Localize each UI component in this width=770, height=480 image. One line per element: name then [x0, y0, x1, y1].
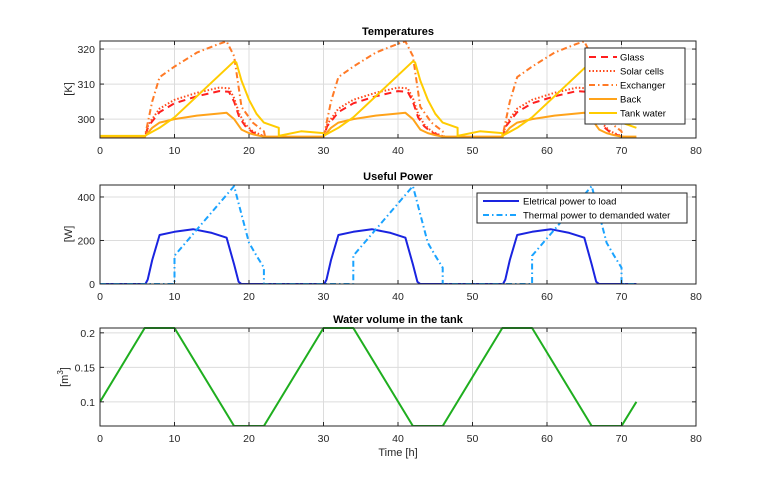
x-tick-label: 10 — [169, 291, 181, 303]
y-tick-label: 0 — [89, 279, 95, 291]
series-line-water-volume — [100, 327, 638, 426]
legend-label: Eletrical power to load — [523, 197, 616, 208]
useful-power-title: Useful Power — [363, 171, 433, 183]
x-tick-label: 40 — [392, 433, 404, 445]
legend-label: Thermal power to demanded water — [523, 211, 670, 222]
x-tick-label: 50 — [467, 291, 479, 303]
x-tick-label: 70 — [616, 291, 628, 303]
useful-power-axes: 0 10 20 30 40 50 60 70 80 0 200 400 Eletrical power … — [77, 184, 702, 303]
x-tick-label: 0 — [97, 145, 103, 157]
series-line-tank-water — [100, 60, 637, 137]
legend-label: Glass — [620, 53, 645, 64]
water-volume-axes: 0 10 20 30 40 50 60 70 80 0.1 0.15 0.2 — [75, 327, 702, 445]
temperatures-title: Temperatures — [362, 26, 434, 38]
series-line-glass — [100, 90, 637, 138]
series-line-thermal-power-to-demanded-water — [100, 185, 637, 284]
series-line-solar-cells — [100, 86, 637, 138]
y-tick-label: 320 — [77, 44, 95, 56]
x-tick-label: 50 — [467, 433, 479, 445]
water-volume-xlabel: Time [h] — [378, 447, 417, 459]
x-tick-label: 20 — [243, 433, 255, 445]
y-tick-label: 310 — [77, 79, 95, 91]
x-tick-label: 10 — [169, 145, 181, 157]
x-tick-label: 80 — [690, 291, 702, 303]
y-tick-label: 0.15 — [75, 362, 96, 374]
x-tick-label: 0 — [97, 291, 103, 303]
temperatures-ylabel: [K] — [63, 82, 75, 95]
useful-power-ylabel: [W] — [63, 226, 75, 243]
legend-label: Exchanger — [620, 81, 665, 92]
x-tick-label: 50 — [467, 145, 479, 157]
water-volume-ylabel: [m3] — [56, 367, 71, 387]
x-tick-label: 30 — [318, 291, 330, 303]
temperatures-axes: 0 10 20 30 40 50 60 70 80 300 310 320 Glass Solar cel… — [77, 40, 702, 157]
ylabel-end: ] — [59, 367, 71, 370]
ylabel-superscript: 3 — [56, 370, 65, 375]
ylabel-base: [m — [59, 375, 71, 387]
legend-label: Tank water — [620, 109, 666, 120]
y-tick-label: 300 — [77, 114, 95, 126]
x-tick-label: 30 — [318, 145, 330, 157]
y-tick-label: 400 — [77, 192, 95, 204]
series-line-back — [100, 111, 637, 138]
x-tick-label: 20 — [243, 145, 255, 157]
x-tick-label: 80 — [690, 433, 702, 445]
series-line-exchanger — [100, 40, 637, 138]
legend-label: Back — [620, 95, 641, 106]
x-tick-label: 70 — [616, 145, 628, 157]
x-tick-label: 70 — [616, 433, 628, 445]
water-volume-title: Water volume in the tank — [333, 314, 464, 326]
series-line-eletrical-power-to-load — [100, 228, 637, 284]
y-tick-label: 0.2 — [80, 328, 95, 340]
x-tick-label: 40 — [392, 291, 404, 303]
x-tick-label: 60 — [541, 145, 553, 157]
legend-box — [476, 192, 688, 224]
y-tick-label: 200 — [77, 235, 95, 247]
x-tick-label: 80 — [690, 145, 702, 157]
y-tick-label: 0.1 — [80, 397, 95, 409]
x-tick-label: 20 — [243, 291, 255, 303]
x-tick-label: 40 — [392, 145, 404, 157]
legend-box — [584, 47, 686, 125]
legend-label: Solar cells — [620, 67, 664, 78]
x-tick-label: 0 — [97, 433, 103, 445]
x-tick-label: 30 — [318, 433, 330, 445]
x-tick-label: 60 — [541, 433, 553, 445]
x-tick-label: 60 — [541, 291, 553, 303]
x-tick-label: 10 — [169, 433, 181, 445]
